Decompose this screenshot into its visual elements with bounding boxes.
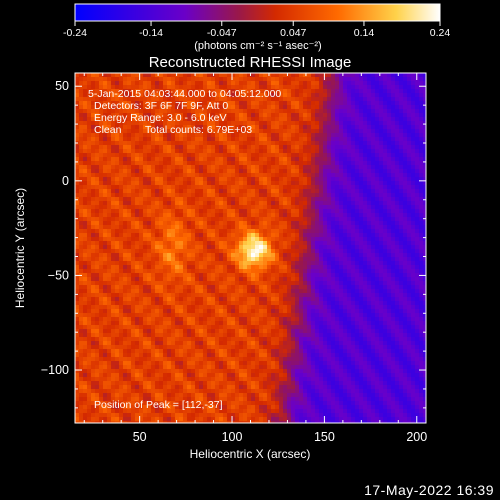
- colorbar-tick-label: -0.14: [139, 27, 163, 39]
- axis-ticks: 50 100 150 200 50 0 −50 −100: [41, 73, 427, 444]
- y-tick-label: −50: [48, 268, 69, 282]
- annotation-energy-range: Energy Range: 3.0 - 6.0 keV: [94, 112, 227, 124]
- colorbar-ticks: -0.24 -0.14 -0.047 0.047 0.14 0.24: [63, 21, 450, 39]
- heatmap-image: [75, 73, 426, 423]
- x-tick-label: 150: [314, 430, 335, 444]
- y-tick-label: −100: [41, 363, 69, 377]
- plot-area: 50 100 150 200 50 0 −50 −100 5-Jan-2015 04:03:4…: [41, 72, 427, 444]
- colorbar-tick-label: -0.047: [207, 27, 237, 39]
- annotation-total-counts: Total counts: 6.79E+03: [145, 124, 252, 136]
- colorbar-tick-label: -0.24: [63, 27, 87, 39]
- colorbar-tick-label: 0.047: [280, 27, 306, 39]
- annotation-detectors: Detectors: 3F 6F 7F 9F, Att 0: [94, 100, 228, 112]
- x-tick-label: 200: [406, 430, 427, 444]
- colorbar-tick-label: 0.14: [354, 27, 375, 39]
- y-tick-label: 0: [62, 174, 69, 188]
- annotation-clean: Clean: [94, 124, 122, 136]
- y-axis-label: Heliocentric Y (arcsec): [13, 188, 27, 308]
- colorbar-gradient: [74, 3, 441, 22]
- x-axis-label: Heliocentric X (arcsec): [190, 447, 311, 461]
- colorbar: -0.24 -0.14 -0.047 0.047 0.14 0.24 (photons c…: [63, 3, 450, 52]
- annotation-time-range: 5-Jan-2015 04:03:44.000 to 04:05:12.000: [88, 88, 281, 100]
- x-tick-label: 50: [133, 430, 147, 444]
- colorbar-tick-label: 0.24: [430, 27, 451, 39]
- chart-title: Reconstructed RHESSI Image: [149, 54, 352, 71]
- y-tick-label: 50: [55, 79, 69, 93]
- peak-position-label: Position of Peak = [112,-37]: [94, 399, 223, 411]
- x-tick-label: 100: [222, 430, 243, 444]
- colorbar-units-label: (photons cm⁻² s⁻¹ asec⁻²): [194, 40, 321, 52]
- render-timestamp: 17-May-2022 16:39: [364, 482, 494, 498]
